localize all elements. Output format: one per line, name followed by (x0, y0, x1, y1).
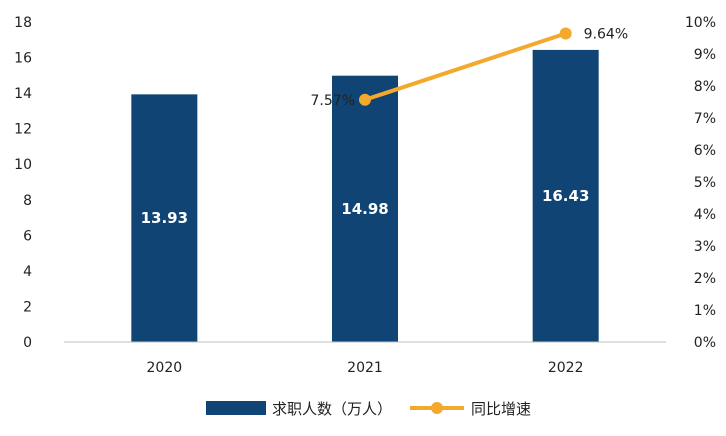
legend: 求职人数（万人） 同比增速 (206, 400, 531, 418)
y-right-tick-label: 9% (694, 47, 716, 63)
growth-line (364, 31, 567, 102)
y-left-tick-label: 18 (14, 15, 32, 31)
y-left-tick-label: 12 (14, 122, 32, 138)
x-tick-label: 2021 (347, 360, 383, 376)
y-right-tick-label: 7% (694, 111, 716, 127)
x-tick-label: 2020 (147, 360, 183, 376)
y-right-tick-label: 10% (685, 15, 716, 31)
legend-bar-label: 求职人数（万人） (272, 400, 392, 418)
y-left-tick-label: 4 (23, 264, 32, 280)
y-axis-right-ticks: 0% 1% 2% 3% 4% 5% 6% 7% 8% 9% 10% (685, 15, 716, 351)
bar-2020 (131, 94, 198, 342)
legend-line-marker (431, 402, 443, 414)
y-left-tick-label: 16 (14, 51, 32, 67)
x-tick-label: 2022 (548, 360, 584, 376)
line-series: 7.57% 9.64% (311, 27, 629, 109)
growth-value-label: 7.57% (311, 93, 355, 109)
y-right-tick-label: 3% (694, 239, 716, 255)
y-right-tick-label: 1% (694, 303, 716, 319)
y-right-tick-label: 4% (694, 207, 716, 223)
y-right-tick-label: 2% (694, 271, 716, 287)
y-left-tick-label: 2 (23, 299, 32, 315)
y-right-tick-label: 6% (694, 143, 716, 159)
y-right-tick-label: 5% (694, 175, 716, 191)
y-right-tick-label: 0% (694, 335, 716, 351)
bar-value-label: 16.43 (542, 187, 589, 205)
x-axis-ticks: 2020 2021 2022 (147, 360, 584, 376)
y-left-tick-label: 6 (23, 228, 32, 244)
legend-bar-swatch (206, 401, 266, 415)
y-right-tick-label: 8% (694, 79, 716, 95)
y-left-tick-label: 10 (14, 157, 32, 173)
y-left-tick-label: 0 (23, 335, 32, 351)
legend-line-label: 同比增速 (471, 400, 531, 418)
bar-2022 (532, 49, 599, 343)
y-axis-left-ticks: 0 2 4 6 8 10 12 14 16 18 (14, 15, 32, 351)
bar-value-label: 14.98 (341, 200, 388, 218)
growth-point-2021 (359, 93, 371, 106)
y-left-tick-label: 8 (23, 193, 32, 209)
growth-value-label: 9.64% (584, 27, 628, 43)
bar-2021 (332, 75, 398, 342)
bar-value-label: 13.93 (141, 209, 188, 227)
y-left-tick-label: 14 (14, 86, 32, 102)
bar-series: 13.93 14.98 16.43 (131, 49, 599, 343)
growth-point-2022 (559, 27, 572, 40)
